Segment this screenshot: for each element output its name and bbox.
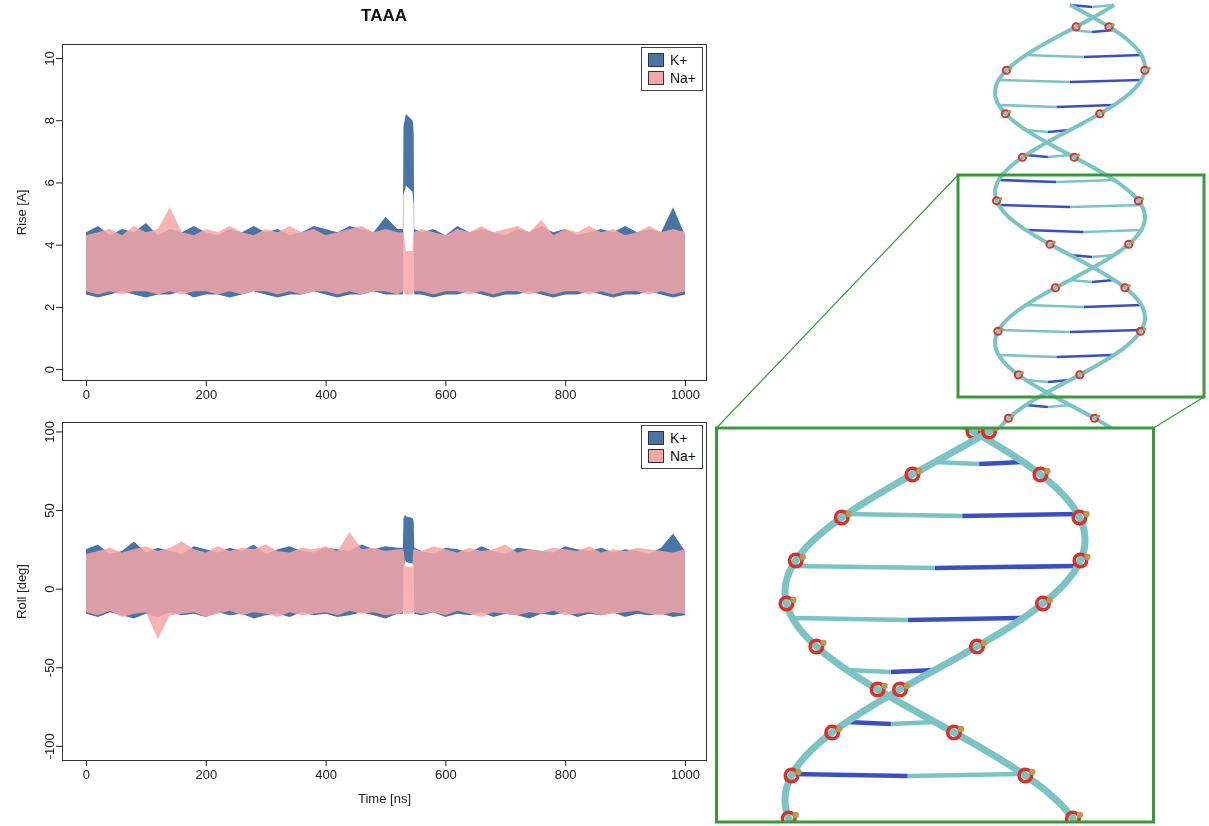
svg-text:10: 10 bbox=[42, 51, 57, 65]
svg-text:200: 200 bbox=[195, 387, 217, 402]
html-text:Na+: Na+ bbox=[669, 448, 696, 464]
svg-text:-50: -50 bbox=[42, 658, 57, 677]
svg-text:-100: -100 bbox=[42, 733, 57, 759]
svg-text:2: 2 bbox=[42, 304, 57, 311]
svg-text:400: 400 bbox=[315, 767, 337, 782]
svg-text:Roll [deg]: Roll [deg] bbox=[14, 564, 29, 619]
svg-text:800: 800 bbox=[555, 387, 577, 402]
svg-text:8: 8 bbox=[42, 117, 57, 124]
svg-text:0: 0 bbox=[83, 767, 90, 782]
svg-text:200: 200 bbox=[195, 767, 217, 782]
svg-text:6: 6 bbox=[42, 179, 57, 186]
svg-text:50: 50 bbox=[42, 503, 57, 517]
html-text:K+: K+ bbox=[669, 52, 688, 68]
html-text:K+: K+ bbox=[669, 430, 688, 446]
svg-text:1000: 1000 bbox=[671, 387, 700, 402]
html-text:TAAA: TAAA bbox=[361, 6, 407, 25]
svg-text:0: 0 bbox=[42, 586, 57, 593]
svg-text:600: 600 bbox=[435, 767, 457, 782]
svg-text:1000: 1000 bbox=[671, 767, 700, 782]
svg-text:400: 400 bbox=[315, 387, 337, 402]
svg-text:Rise [A]: Rise [A] bbox=[14, 190, 29, 236]
svg-text:4: 4 bbox=[42, 242, 57, 249]
svg-text:100: 100 bbox=[42, 421, 57, 443]
html-text:Na+: Na+ bbox=[669, 70, 696, 86]
svg-text:0: 0 bbox=[83, 387, 90, 402]
svg-text:800: 800 bbox=[555, 767, 577, 782]
svg-text:600: 600 bbox=[435, 387, 457, 402]
svg-text:0: 0 bbox=[42, 366, 57, 373]
svg-text:Time [ns]: Time [ns] bbox=[358, 791, 411, 806]
